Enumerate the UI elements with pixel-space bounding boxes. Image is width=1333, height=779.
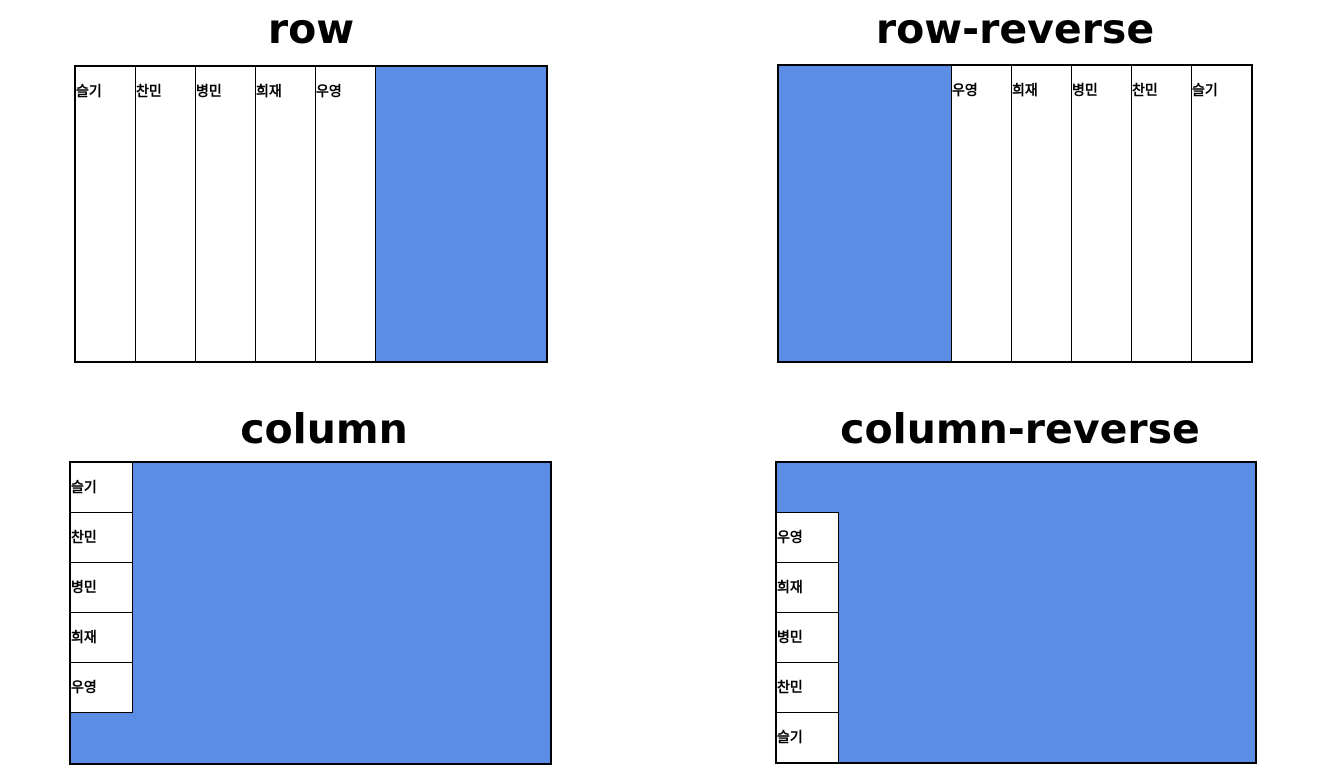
flex-item: 찬민 xyxy=(1131,66,1191,361)
flex-item: 희재 xyxy=(777,562,839,612)
panel-title-row-reverse: row-reverse xyxy=(875,5,1155,53)
flex-item: 우영 xyxy=(71,663,133,713)
flex-container-row-reverse: 슬기 찬민 병민 희재 우영 xyxy=(777,64,1253,363)
flex-item: 찬민 xyxy=(777,662,839,712)
flex-item: 희재 xyxy=(256,67,316,361)
panel-title-row: row xyxy=(267,5,355,53)
flex-item: 찬민 xyxy=(71,513,133,563)
flex-item: 희재 xyxy=(71,613,133,663)
panel-title-column: column xyxy=(240,405,408,453)
flex-container-column-reverse: 슬기 찬민 병민 희재 우영 xyxy=(775,461,1257,764)
flex-container-column: 슬기 찬민 병민 희재 우영 xyxy=(69,461,552,765)
flex-item: 슬기 xyxy=(71,463,133,513)
flex-item: 병민 xyxy=(71,563,133,613)
flex-item: 우영 xyxy=(777,512,839,562)
panel-title-column-reverse: column-reverse xyxy=(840,405,1200,453)
flex-item: 슬기 xyxy=(76,67,136,361)
flex-item: 희재 xyxy=(1011,66,1071,361)
flex-item: 찬민 xyxy=(136,67,196,361)
flex-item: 병민 xyxy=(196,67,256,361)
flex-item: 병민 xyxy=(777,612,839,662)
flex-item: 슬기 xyxy=(1191,66,1251,361)
flex-container-row: 슬기 찬민 병민 희재 우영 xyxy=(74,65,548,363)
flex-item: 우영 xyxy=(951,66,1011,361)
flex-item: 병민 xyxy=(1071,66,1131,361)
flex-item: 슬기 xyxy=(777,712,839,762)
flex-item: 우영 xyxy=(316,67,376,361)
